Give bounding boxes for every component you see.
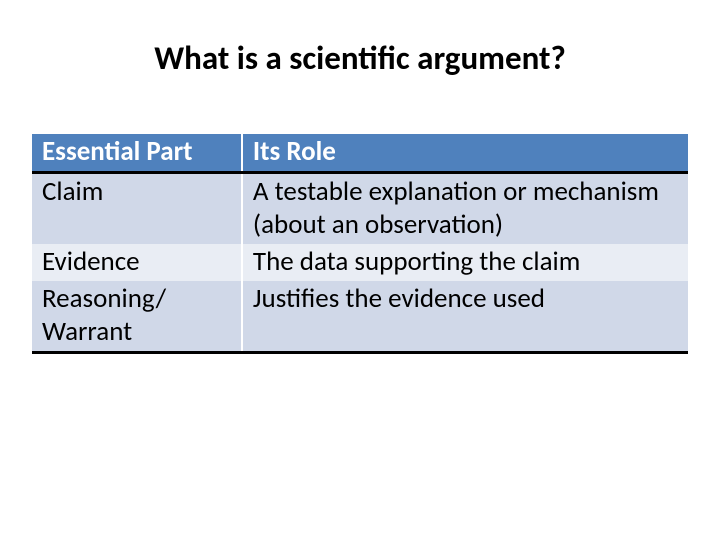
slide: What is a scientific argument? Essential… [0, 0, 720, 540]
cell-role: The data supporting the claim [242, 244, 688, 281]
col-header-role: Its Role [242, 134, 688, 172]
table-header-row: Essential Part Its Role [32, 134, 688, 172]
table-row: Claim A testable explanation or mechanis… [32, 172, 688, 243]
table-row: Evidence The data supporting the claim [32, 244, 688, 281]
cell-role: A testable explanation or mechanism (abo… [242, 172, 688, 243]
page-title: What is a scientific argument? [32, 38, 688, 78]
col-header-part: Essential Part [32, 134, 242, 172]
argument-table: Essential Part Its Role Claim A testable… [32, 134, 688, 354]
cell-part: Reasoning/ Warrant [32, 281, 242, 352]
cell-role: Justifies the evidence used [242, 281, 688, 352]
cell-part: Evidence [32, 244, 242, 281]
cell-part: Claim [32, 172, 242, 243]
table-row: Reasoning/ Warrant Justifies the evidenc… [32, 281, 688, 352]
